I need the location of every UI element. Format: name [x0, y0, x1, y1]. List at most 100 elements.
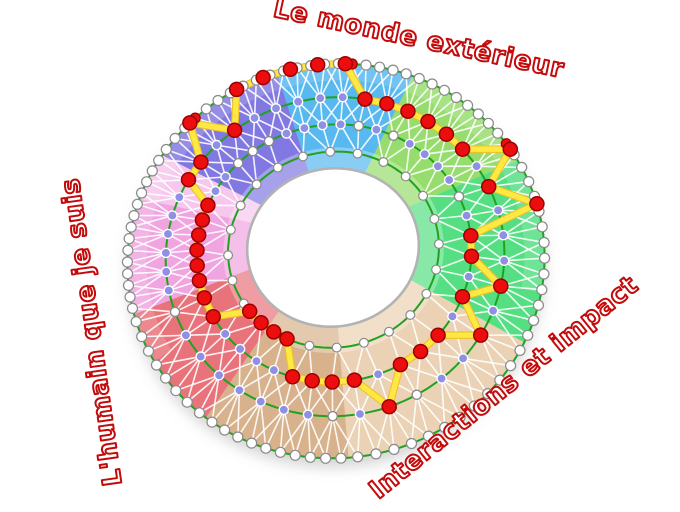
outer-node-pink[interactable] [131, 198, 143, 210]
level-dot-purple-2[interactable] [226, 122, 243, 139]
outer-node-green[interactable] [538, 236, 550, 249]
level3-node-pink[interactable] [167, 210, 178, 221]
outer-node-light-pink[interactable] [146, 165, 158, 177]
level3-node-dark-tan[interactable] [255, 396, 267, 407]
level-dot-red-3[interactable] [196, 290, 213, 306]
outer-node-pink[interactable] [124, 291, 136, 303]
level3-node-green[interactable] [492, 204, 504, 216]
level-dot-blue-4[interactable] [379, 95, 395, 112]
level-dot-blue-1[interactable] [309, 57, 326, 73]
level-dot-green-2[interactable] [463, 227, 479, 244]
inner-node[interactable] [304, 340, 315, 351]
inner-node[interactable] [235, 200, 246, 211]
inner-node[interactable] [272, 162, 283, 173]
level3-node-red[interactable] [180, 329, 192, 341]
outer-node-light-pink[interactable] [141, 176, 153, 188]
level-dot-red-0[interactable] [253, 315, 269, 331]
level3-node-red[interactable] [213, 369, 225, 381]
outer-node-red[interactable] [193, 407, 206, 419]
inner-node[interactable] [405, 310, 416, 321]
outer-node-pink[interactable] [122, 244, 134, 256]
level3-node-red[interactable] [195, 351, 206, 362]
level-dot-red-1[interactable] [241, 303, 258, 320]
outer-node-light-green[interactable] [472, 108, 484, 120]
level2-node-light-green[interactable] [388, 130, 399, 141]
level2-node-green[interactable] [453, 191, 465, 202]
level-dot-green-0[interactable] [480, 178, 497, 195]
outer-node-purple[interactable] [212, 94, 224, 107]
inner-node[interactable] [431, 264, 442, 275]
outer-node-green[interactable] [523, 176, 535, 188]
level3-node-light-tan[interactable] [457, 353, 469, 364]
outer-node-green[interactable] [536, 284, 548, 296]
level-dot-dark-tan-2[interactable] [284, 369, 301, 385]
outer-node-light-green[interactable] [426, 78, 438, 90]
outer-node-light-green[interactable] [492, 127, 504, 139]
level-dot-blue-2[interactable] [337, 55, 354, 72]
level2-node-blue[interactable] [299, 122, 310, 134]
level2-node-dark-tan[interactable] [268, 364, 280, 376]
outer-node-pink[interactable] [125, 221, 137, 233]
level-dot-purple-0[interactable] [193, 154, 209, 170]
level3-node-dark-tan[interactable] [302, 409, 314, 421]
inner-node[interactable] [429, 213, 440, 224]
inner-node[interactable] [418, 190, 429, 201]
level3-node-green[interactable] [487, 305, 499, 317]
level2-node-light-green[interactable] [419, 148, 431, 160]
level2-node-light-tan[interactable] [372, 368, 384, 380]
inner-node[interactable] [352, 148, 363, 159]
inner-node[interactable] [384, 326, 395, 337]
outer-node-light-green[interactable] [413, 72, 425, 85]
level-dot-light-tan-5[interactable] [346, 372, 363, 388]
outer-node-green[interactable] [516, 161, 528, 173]
outer-node-pink[interactable] [121, 256, 134, 268]
level3-node-green[interactable] [497, 229, 509, 241]
level2-node-purple[interactable] [247, 145, 259, 157]
outer-node-purple[interactable] [200, 103, 212, 115]
level-dot-blue-0[interactable] [282, 61, 299, 78]
level-dot-dark-tan-3[interactable] [279, 331, 295, 347]
outer-node-pink[interactable] [122, 279, 135, 291]
outer-node-light-tan[interactable] [388, 443, 400, 455]
outer-node-green[interactable] [527, 314, 540, 326]
outer-node-light-tan[interactable] [482, 388, 494, 400]
level2-node-light-pink[interactable] [210, 185, 221, 197]
outer-node-light-green[interactable] [482, 117, 494, 129]
outer-node-red[interactable] [136, 331, 148, 343]
level3-node-purple[interactable] [249, 112, 260, 124]
outer-node-light-tan[interactable] [352, 451, 364, 463]
level3-node-light-tan[interactable] [436, 373, 447, 384]
outer-node-light-tan[interactable] [505, 360, 517, 372]
outer-node-light-pink[interactable] [136, 187, 148, 199]
level3-node-blue[interactable] [314, 92, 326, 104]
outer-node-green[interactable] [522, 329, 534, 341]
level2-node-green[interactable] [463, 271, 475, 283]
level-dot-light-tan-3[interactable] [392, 356, 409, 373]
outer-node-dark-tan[interactable] [304, 451, 316, 463]
level-dot-light-green-4[interactable] [502, 141, 519, 157]
level-dot-pink-1[interactable] [189, 257, 205, 274]
outer-node-light-tan[interactable] [370, 448, 382, 460]
level-dot-light-tan-1[interactable] [430, 327, 446, 343]
level3-node-dark-tan[interactable] [234, 384, 245, 396]
outer-node-dark-tan[interactable] [232, 431, 244, 443]
level2-node-red[interactable] [219, 328, 231, 340]
level2-node-blue[interactable] [371, 124, 382, 135]
level3-node-light-tan[interactable] [354, 408, 366, 420]
level3-node-blue[interactable] [337, 91, 349, 103]
outer-node-dark-tan[interactable] [274, 446, 286, 458]
outer-node-red[interactable] [130, 316, 142, 328]
outer-node-red[interactable] [160, 372, 172, 384]
level3-node-purple[interactable] [211, 139, 222, 151]
outer-node-red[interactable] [181, 396, 193, 408]
level2-node-purple[interactable] [220, 171, 231, 183]
outer-node-green[interactable] [538, 252, 551, 264]
outer-node-purple[interactable] [169, 132, 181, 144]
level3-node-light-green[interactable] [471, 160, 482, 172]
level3-node-pink[interactable] [163, 285, 175, 296]
level-dot-blue-3[interactable] [357, 91, 373, 107]
outer-node-dark-tan[interactable] [335, 452, 347, 464]
level2-node-light-green[interactable] [443, 174, 455, 186]
inner-node[interactable] [331, 342, 342, 353]
level-dot-dark-tan-1[interactable] [304, 373, 320, 389]
